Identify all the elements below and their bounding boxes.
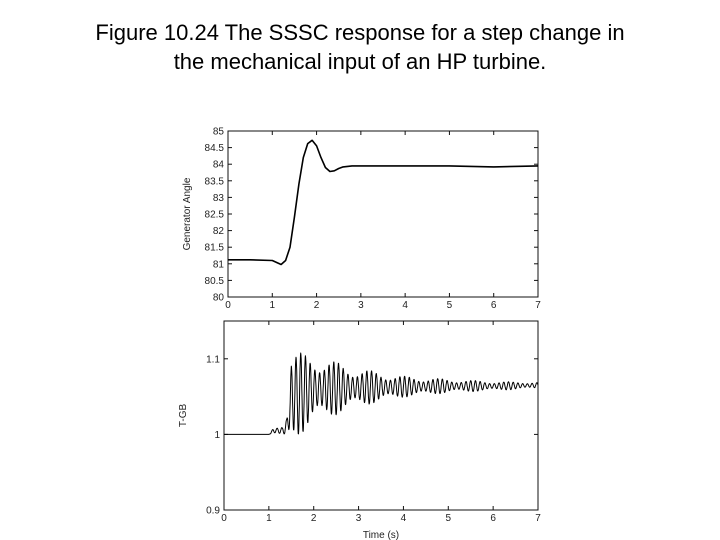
chart-top: 0 1 2 3 4 5 6 7 80 80.5 81 81.5 82 82.5 83 83.5 84 84.5 85…: [182, 127, 541, 312]
x-tick-label: 4: [401, 513, 407, 524]
chart-bottom: 0 1 2 3 4 5 6 7 0.9 1 1.1 T-GB Time (s): [178, 320, 541, 540]
x-tick-label: 1: [266, 513, 272, 524]
series-line-t-gb: [223, 352, 539, 435]
y-tick-label: 80: [213, 293, 225, 304]
x-tick-label: 7: [535, 300, 541, 311]
y-tick-label: 1: [214, 430, 220, 441]
series-line-generator-angle: [228, 139, 539, 266]
y-tick-label: 81: [213, 259, 225, 270]
figure-title-line-2: the mechanical input of an HP turbine.: [173, 49, 547, 74]
x-tick-label: 0: [221, 513, 227, 524]
y-tick-label: 84.5: [205, 143, 225, 154]
y-tick-label: 0.9: [206, 506, 220, 517]
x-tick-label: 0: [225, 300, 231, 311]
y-tick-label: 85: [213, 127, 225, 138]
x-tick-label: 2: [311, 513, 317, 524]
figure-title-line-1: Figure 10.24 The SSSC response for a ste…: [95, 20, 625, 45]
y-tick-label: 83.5: [205, 176, 225, 187]
x-tick-label: 5: [446, 513, 452, 524]
y-tick-label: 1.1: [206, 354, 220, 365]
x-tick-label: 5: [447, 300, 453, 311]
y-tick-label: 82: [213, 226, 225, 237]
x-tick-label: 6: [490, 513, 496, 524]
y-tick-label: 82.5: [205, 210, 225, 221]
y-tick-label: 84: [213, 160, 225, 171]
x-tick-label: 2: [314, 300, 320, 311]
plot-frame: [223, 320, 539, 511]
x-tick-label: 3: [356, 513, 362, 524]
x-tick-label: 7: [535, 513, 541, 524]
x-tick-label: 6: [491, 300, 497, 311]
x-tick-label: 4: [402, 300, 408, 311]
y-axis-label: T-GB: [178, 404, 189, 428]
x-tick-label: 1: [270, 300, 276, 311]
y-tick-label: 83: [213, 193, 225, 204]
y-tick-label: 81.5: [205, 243, 225, 254]
plot-frame: [227, 130, 539, 298]
x-axis-label: Time (s): [363, 530, 399, 540]
y-axis-label: Generator Angle: [182, 177, 193, 250]
y-tick-label: 80.5: [205, 276, 225, 287]
figure-title: Figure 10.24 The SSSC response for a ste…: [0, 18, 720, 76]
x-tick-label: 3: [358, 300, 364, 311]
